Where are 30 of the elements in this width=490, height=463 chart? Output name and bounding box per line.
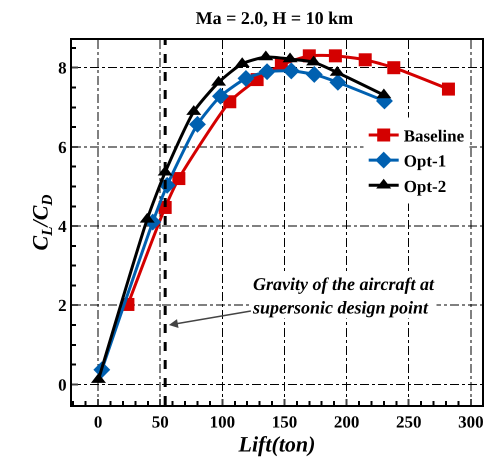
point bbox=[258, 63, 276, 80]
point bbox=[306, 66, 323, 83]
y-tick-label: 4 bbox=[58, 217, 68, 236]
x-axis-title: Lift(ton) bbox=[238, 431, 316, 456]
x-tick-label: 300 bbox=[458, 412, 484, 432]
y-tick-label: 2 bbox=[58, 296, 67, 316]
point bbox=[172, 172, 186, 186]
point bbox=[189, 116, 206, 133]
ref-line-label: Gravity of the aircraft at supersonic design point bbox=[252, 274, 435, 318]
point bbox=[329, 74, 346, 91]
chart-title: Ma = 2.0, H = 10 km bbox=[196, 8, 354, 28]
legend-label: Opt-2 bbox=[404, 176, 446, 196]
point bbox=[358, 53, 372, 66]
x-tick-label: 200 bbox=[334, 412, 360, 432]
legend-label: Opt-1 bbox=[404, 152, 446, 171]
x-tick-label: 100 bbox=[210, 412, 236, 432]
point bbox=[282, 62, 300, 80]
x-tick-label: 150 bbox=[272, 412, 298, 432]
point bbox=[442, 82, 455, 96]
point bbox=[212, 88, 229, 105]
y-tick-label: 6 bbox=[58, 138, 67, 157]
y-tick-label: 8 bbox=[58, 58, 67, 78]
x-tick-label: 250 bbox=[396, 412, 422, 432]
x-tick-label: 0 bbox=[94, 412, 102, 432]
y-tick-label: 0 bbox=[58, 375, 67, 394]
legend-label: Baseline bbox=[404, 126, 465, 146]
point bbox=[237, 70, 254, 87]
x-tick-label: 50 bbox=[152, 412, 169, 432]
point bbox=[387, 61, 400, 74]
point bbox=[328, 49, 342, 62]
